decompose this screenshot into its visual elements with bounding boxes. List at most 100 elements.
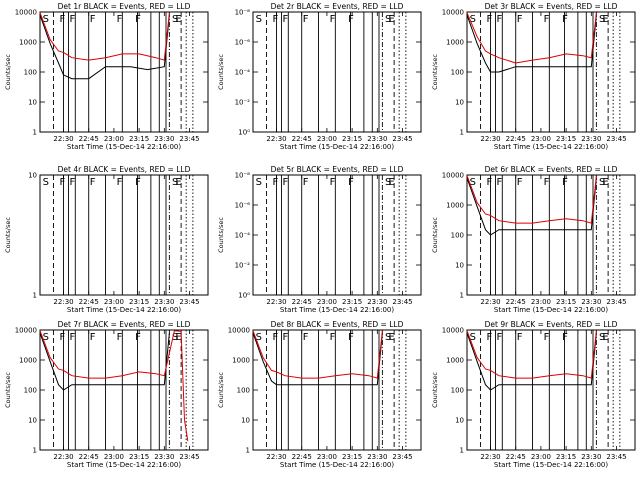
series-line-events xyxy=(466,332,597,391)
event-marker: F xyxy=(348,332,354,343)
series-line-events xyxy=(466,14,597,73)
x-axis-label: Start Time (15-Dec-14 22:16:00) xyxy=(280,306,394,314)
y-tick-label: 1000 xyxy=(19,39,37,47)
event-marker: F xyxy=(348,177,354,188)
chart-title: Det 8r BLACK = Events, RED = LLD xyxy=(271,320,404,329)
event-marker: F xyxy=(486,14,492,25)
chart-title: Det 3r BLACK = Events, RED = LLD xyxy=(485,2,618,11)
y-tick-label: 1 xyxy=(33,447,37,455)
y-tick-label: 1000 xyxy=(232,357,250,365)
event-marker: F xyxy=(272,332,278,343)
series-line-lld xyxy=(252,330,383,379)
x-tick-label: 23:00 xyxy=(531,298,551,306)
event-marker: F xyxy=(486,177,492,188)
event-marker: S xyxy=(43,177,49,188)
y-tick-label: 10 xyxy=(28,172,37,180)
event-marker: E xyxy=(175,14,181,25)
y-tick-label: 10⁰ xyxy=(238,292,250,300)
plot-frame xyxy=(39,11,209,133)
y-tick-label: 10 xyxy=(28,417,37,425)
y-axis-label: Counts/sec xyxy=(217,372,225,408)
y-tick-label: 10000 xyxy=(228,327,250,335)
x-tick-label: 23:45 xyxy=(179,298,199,306)
x-tick-label: 23:30 xyxy=(367,135,387,143)
x-tick-label: 22:45 xyxy=(506,453,526,461)
event-marker: F xyxy=(90,14,96,25)
event-marker: F xyxy=(90,332,96,343)
event-marker: F xyxy=(272,177,278,188)
event-marker: S xyxy=(470,14,476,25)
x-tick-label: 23:30 xyxy=(154,298,174,306)
x-tick-label: 23:15 xyxy=(556,135,576,143)
y-axis-label: Counts/sec xyxy=(4,372,12,408)
x-tick-label: 23:30 xyxy=(154,453,174,461)
panel-4: Det 4r BLACK = Events, RED = LLD Counts/s… xyxy=(4,165,209,314)
x-tick-label: 23:45 xyxy=(179,453,199,461)
y-tick-label: 1000 xyxy=(446,357,464,365)
y-axis-label: Counts/sec xyxy=(431,54,439,90)
event-marker: F xyxy=(497,332,503,343)
y-tick-label: 1 xyxy=(246,447,250,455)
event-marker: F xyxy=(497,177,503,188)
x-tick-label: 22:30 xyxy=(480,453,500,461)
series-line-lld xyxy=(466,330,597,379)
x-tick-label: 23:15 xyxy=(129,135,149,143)
x-axis-label: Start Time (15-Dec-14 22:16:00) xyxy=(67,306,181,314)
y-tick-label: 10⁻² xyxy=(235,262,251,270)
chart-title: Det 4r BLACK = Events, RED = LLD xyxy=(58,165,191,174)
x-tick-label: 22:45 xyxy=(506,135,526,143)
panel-9: Det 9r BLACK = Events, RED = LLD Counts/s… xyxy=(431,320,636,469)
event-marker: F xyxy=(303,14,309,25)
x-tick-label: 23:00 xyxy=(317,135,337,143)
series-line-lld xyxy=(466,175,597,224)
event-marker: E xyxy=(602,332,608,343)
series-line-events xyxy=(39,14,170,80)
plot-frame xyxy=(466,329,636,451)
series-line-lld xyxy=(39,330,189,442)
event-marker: F xyxy=(330,332,336,343)
panel-8: Det 8r BLACK = Events, RED = LLD Counts/s… xyxy=(217,320,422,469)
x-tick-label: 22:30 xyxy=(53,453,73,461)
series-line-events xyxy=(39,332,170,391)
x-tick-label: 22:45 xyxy=(292,135,312,143)
plot-frame xyxy=(39,329,209,451)
series-line-events xyxy=(252,332,383,386)
y-tick-label: 1000 xyxy=(446,202,464,210)
event-marker: E xyxy=(388,14,394,25)
x-tick-label: 22:45 xyxy=(79,135,99,143)
event-marker: S xyxy=(256,332,262,343)
plot-frame xyxy=(252,174,422,296)
y-axis-label: Counts/sec xyxy=(4,217,12,253)
x-tick-label: 23:15 xyxy=(342,135,362,143)
event-marker: F xyxy=(486,332,492,343)
plot-frame xyxy=(466,174,636,296)
event-marker: F xyxy=(135,332,141,343)
event-marker: S xyxy=(385,177,391,188)
event-marker: S xyxy=(599,332,605,343)
x-tick-label: 22:45 xyxy=(292,453,312,461)
chart-title: Det 7r BLACK = Events, RED = LLD xyxy=(58,320,191,329)
event-marker: F xyxy=(562,177,568,188)
y-tick-label: 10⁻⁸ xyxy=(235,9,251,17)
y-tick-label: 10 xyxy=(28,99,37,107)
panel-7: Det 7r BLACK = Events, RED = LLD Counts/s… xyxy=(4,320,209,469)
event-marker: E xyxy=(175,177,181,188)
event-marker: F xyxy=(544,177,550,188)
x-tick-label: 23:30 xyxy=(581,298,601,306)
event-marker: F xyxy=(59,332,65,343)
chart-title: Det 1r BLACK = Events, RED = LLD xyxy=(58,2,191,11)
event-marker: F xyxy=(562,14,568,25)
y-tick-label: 10⁻⁴ xyxy=(235,69,251,77)
x-tick-label: 23:30 xyxy=(581,135,601,143)
x-axis-label: Start Time (15-Dec-14 22:16:00) xyxy=(67,461,181,469)
event-marker: F xyxy=(272,14,278,25)
y-tick-label: 10 xyxy=(455,262,464,270)
event-marker: F xyxy=(59,14,65,25)
event-marker: E xyxy=(602,177,608,188)
y-tick-label: 1 xyxy=(33,129,37,137)
event-marker: F xyxy=(117,14,123,25)
x-tick-label: 22:30 xyxy=(480,135,500,143)
x-tick-label: 23:15 xyxy=(342,453,362,461)
